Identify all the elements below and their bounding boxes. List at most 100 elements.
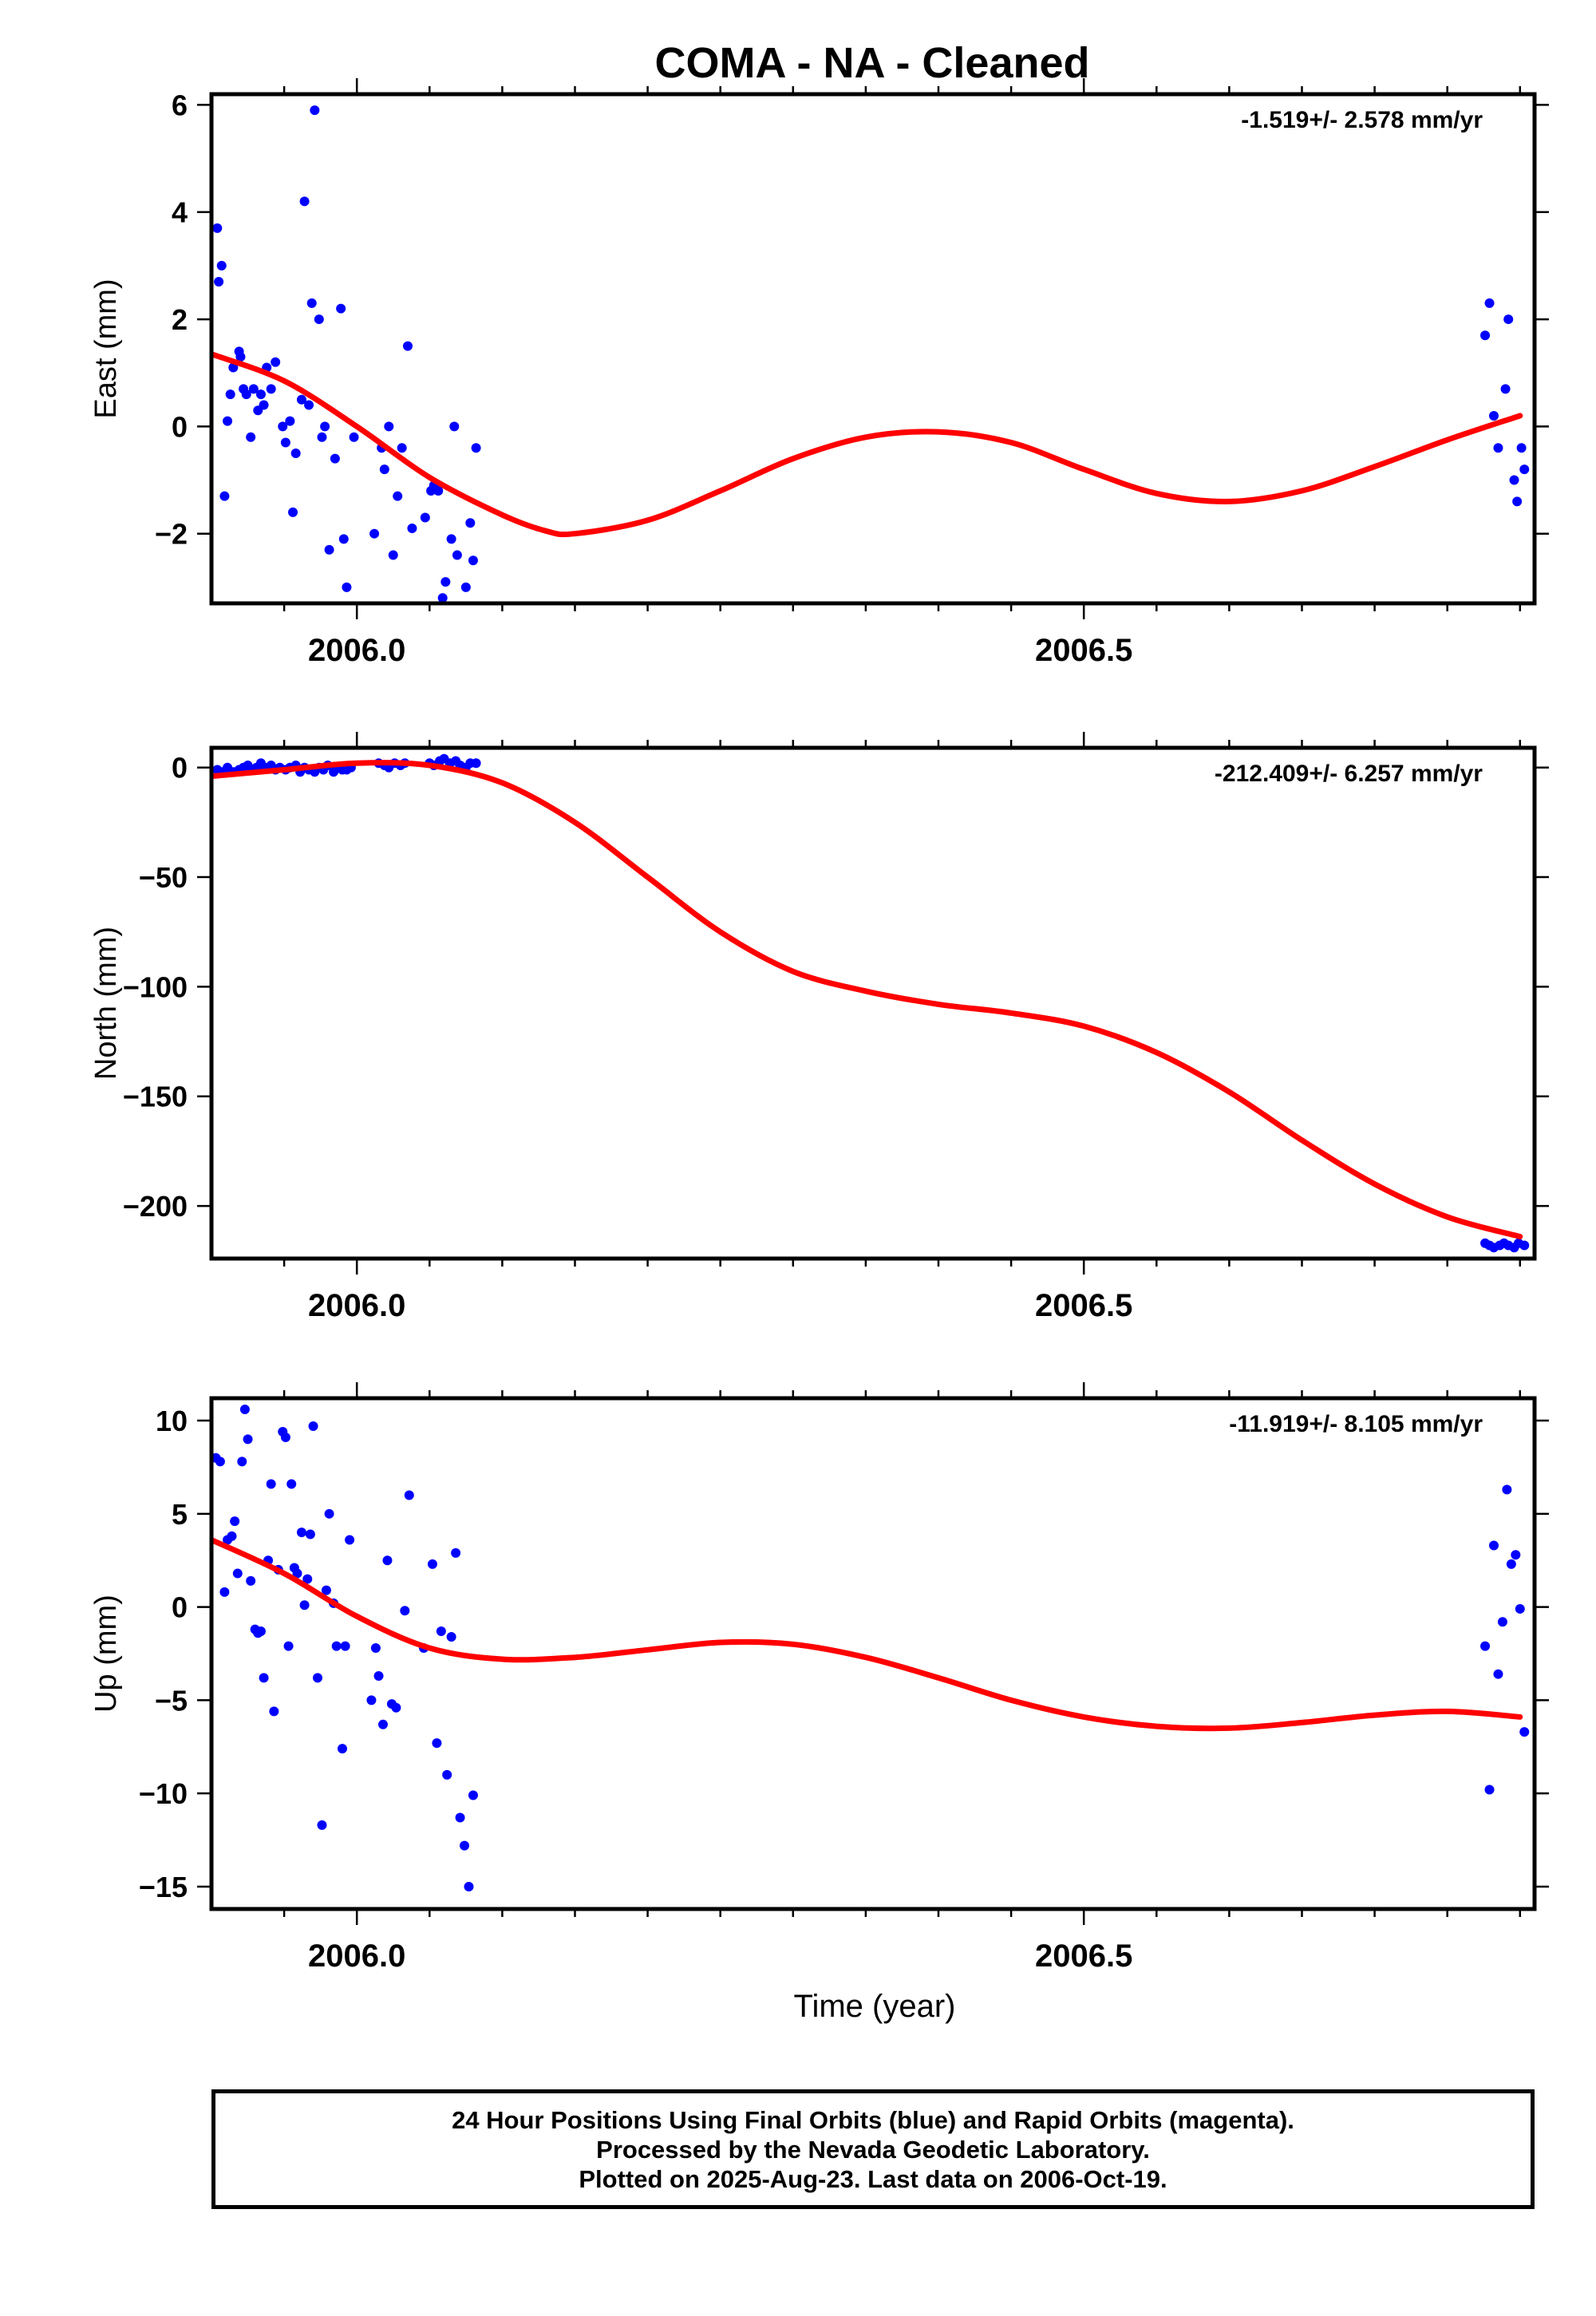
data-point [1519,1727,1530,1737]
y-axis-label: East (mm) [89,279,123,418]
panel-north: 0 −50 −100 −150 −200 2006.0 2006.5 North (mm) -2… [89,732,1549,1323]
data-point [446,1631,456,1642]
data-point [232,1568,243,1579]
footer-caption: 24 Hour Positions Using Final Orbits (bl… [211,2089,1535,2209]
plot-frame-north [209,745,1537,1261]
data-point [340,1641,350,1651]
y-tick-label: 0 [172,752,188,785]
data-point [288,507,298,517]
data-point [391,1702,401,1713]
data-point [460,1840,470,1851]
footer-line-plotted: Plotted on 2025-Aug-23. Last data on 200… [579,2164,1167,2193]
data-point [379,464,389,475]
data-point [225,389,235,400]
data-point [255,1626,266,1636]
data-point [468,555,478,566]
data-point [388,550,398,560]
y-tick-label: −150 [123,1081,188,1113]
y-tick-label: −200 [123,1190,188,1223]
data-point [455,1812,465,1823]
data-point [366,1695,377,1705]
data-point [296,394,306,405]
x-tick-label: 2006.5 [1035,1939,1132,1974]
data-point [471,758,481,769]
x-tick-label: 2006.5 [1035,633,1132,668]
y-tick-label: 10 [156,1405,188,1437]
data-point [400,1606,410,1616]
data-point [397,443,407,453]
observations-up [211,1405,1530,1891]
data-point [1500,384,1511,394]
data-point [271,357,281,367]
data-point [324,544,334,555]
data-point [337,1744,347,1754]
data-point [436,1626,446,1636]
data-point [227,1531,237,1541]
data-point [1497,1617,1507,1627]
data-point [259,1673,269,1683]
data-point [1503,314,1514,325]
panel-up: 10 5 0 −5 −10 −15 2006.0 2006.5 Up (mm) Time (yea… [89,1382,1549,2024]
data-point [321,1585,331,1595]
data-point [266,1479,276,1489]
data-point [299,1600,310,1611]
data-point [402,341,413,351]
tick-marks-up [197,1382,1549,1925]
y-axis-label: North (mm) [89,927,123,1080]
data-point [1480,330,1491,341]
data-point [259,400,269,410]
data-point [1519,1240,1530,1251]
data-point [1509,475,1519,485]
y-tick-label: 6 [172,89,188,121]
data-point [373,1671,384,1682]
data-point [331,1641,342,1651]
data-point [292,1568,302,1579]
data-point [449,421,460,432]
x-tick-label: 2006.0 [308,1939,405,1974]
data-point [299,196,310,207]
data-point [468,1790,478,1800]
data-point [404,1490,414,1500]
data-point [336,303,346,314]
data-point [464,1881,474,1891]
x-tick-label: 2006.5 [1035,1288,1132,1323]
data-point [1516,443,1527,453]
data-point [377,1719,388,1729]
data-point [286,1479,297,1489]
data-point [1493,443,1503,453]
y-tick-label: 5 [172,1498,188,1531]
data-point [230,1516,240,1527]
y-tick-label: −50 [139,861,188,894]
footer-line-processed: Processed by the Nevada Geodetic Laborat… [596,2135,1150,2164]
data-point [246,432,256,442]
data-point [338,534,349,544]
data-point [1511,1550,1521,1560]
x-tick-label: 2006.0 [308,1288,405,1323]
data-point [324,1508,334,1519]
data-point [407,523,417,533]
data-point [280,1433,290,1443]
y-tick-label: −2 [155,518,188,551]
x-axis-label: Time (year) [794,1989,956,2024]
y-axis-label: Up (mm) [89,1595,123,1713]
data-point [393,491,403,501]
y-tick-label: −100 [123,970,188,1003]
data-point [440,577,451,587]
data-point [452,550,462,560]
data-point [349,432,359,442]
data-point [370,1642,381,1653]
data-point [290,448,301,458]
data-point [266,384,276,394]
fit-curve-up [211,1537,1523,1732]
data-point [317,1820,327,1830]
data-point [1484,298,1495,308]
y-tick-label: 0 [172,1591,188,1624]
data-point [269,1706,279,1717]
data-point [1506,1559,1516,1569]
data-point [451,1547,461,1558]
data-point [285,416,295,426]
data-point [1512,496,1523,507]
data-point [302,1574,313,1584]
data-point [382,1555,393,1566]
data-point [369,528,380,539]
